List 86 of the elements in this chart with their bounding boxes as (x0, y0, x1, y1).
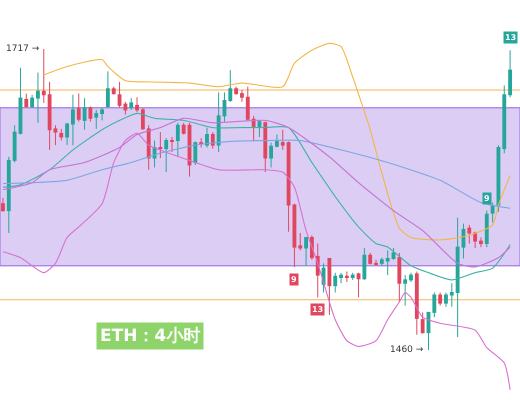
candlestick (24, 93, 28, 108)
candlestick (397, 252, 402, 302)
candlestick (368, 252, 372, 266)
candlestick (65, 122, 70, 146)
candlestick (140, 107, 145, 130)
candlestick (42, 48, 46, 104)
candlestick (216, 92, 221, 152)
candlestick (176, 122, 180, 158)
candlestick (164, 138, 168, 173)
candlestick (496, 144, 500, 212)
candlestick (450, 282, 454, 308)
candlestick (135, 96, 139, 113)
candlestick (462, 223, 466, 260)
candlestick (374, 259, 378, 266)
candlestick (1, 197, 5, 212)
candlestick (286, 140, 291, 232)
candlestick (350, 272, 355, 280)
candlestick (420, 312, 425, 334)
candlestick (88, 106, 92, 122)
candlestick (392, 248, 396, 260)
candlestick (473, 231, 478, 249)
candlestick (199, 138, 204, 148)
candlestick (508, 50, 512, 98)
candlestick (106, 70, 110, 108)
candlestick (362, 248, 366, 280)
candlestick (112, 86, 116, 96)
candlestick (339, 272, 343, 284)
candlestick (94, 109, 98, 130)
candlestick (292, 203, 296, 268)
candlestick (403, 274, 408, 306)
candlestick (123, 101, 128, 116)
candlestick (193, 140, 198, 166)
candlestick (70, 94, 75, 146)
candlestick (30, 94, 34, 108)
candlestick (344, 270, 349, 283)
candlestick (59, 128, 64, 142)
candlestick (333, 272, 338, 294)
candlestick (188, 122, 192, 178)
annotation: 13 (312, 305, 324, 314)
candlestick (438, 292, 442, 306)
candlestick (432, 292, 436, 318)
candlestick (280, 129, 285, 150)
candlestick (170, 136, 174, 152)
candlestick (456, 217, 460, 338)
candlestick (234, 86, 238, 96)
candlestick (76, 93, 81, 122)
candlestick (100, 107, 104, 121)
candlestick (246, 86, 250, 121)
annotation: ETH：4小时 (100, 326, 200, 346)
candlestick (158, 132, 162, 159)
annotation: 13 (505, 33, 516, 42)
candlestick (12, 124, 17, 164)
candlestick (18, 67, 22, 136)
candlestick (275, 134, 279, 148)
candlestick (205, 127, 209, 148)
candlestick (467, 224, 472, 244)
candlestick (252, 115, 256, 142)
candlestick (6, 156, 11, 234)
candlestick (222, 92, 226, 122)
candlestick (380, 257, 384, 266)
candlestick (82, 98, 87, 130)
candlestick (54, 124, 58, 146)
candlestick (502, 84, 506, 154)
annotation: 9 (484, 194, 490, 203)
candlestick (327, 258, 332, 316)
candlestick (386, 250, 390, 276)
annotation: 9 (291, 275, 297, 284)
annotation: 1717 → (6, 44, 40, 54)
candlestick (258, 120, 262, 138)
candlestick (269, 142, 274, 168)
candlestick (414, 270, 419, 336)
candlestick (356, 272, 360, 298)
candlestick (118, 81, 122, 108)
candlestick (298, 232, 302, 251)
candlestick (129, 98, 134, 110)
candlestick (182, 122, 186, 136)
candlestick (444, 292, 448, 308)
candlestick (36, 72, 40, 124)
candlestick (304, 236, 308, 266)
candlestick (409, 272, 413, 283)
candlestick (240, 89, 244, 102)
candlestick (426, 312, 430, 351)
candlestick (479, 236, 483, 248)
candlestick (48, 81, 52, 150)
candlestick (228, 70, 232, 102)
annotation: 1460 → (390, 345, 424, 355)
